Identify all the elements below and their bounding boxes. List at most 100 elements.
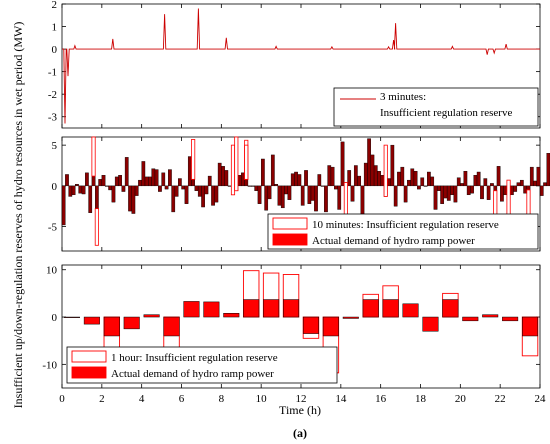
bar-10min [513, 185, 518, 192]
bar-10min [519, 179, 524, 187]
bar-10min [78, 185, 83, 194]
bar-10min [158, 185, 162, 192]
bar-10min [367, 138, 371, 187]
bar-1hour-actual [123, 316, 140, 330]
bar-10min [71, 185, 76, 196]
bar-1hour-actual [203, 301, 220, 318]
bar-10min [128, 185, 132, 212]
bar-10min [500, 185, 504, 202]
legend-box [333, 87, 539, 127]
bar-10min [403, 185, 408, 203]
bar-10min [88, 185, 93, 213]
x-tick-label: 4 [139, 393, 145, 405]
bar-10min [483, 178, 488, 187]
bar-10min [410, 168, 415, 187]
bar-10min [529, 166, 534, 187]
bar-10min [314, 185, 318, 212]
bar-10min [91, 175, 96, 187]
bar-10min [168, 169, 172, 187]
bar-10min [300, 185, 305, 206]
bar-10min [516, 182, 521, 187]
bar-10min [450, 185, 454, 196]
bar-10min [201, 185, 205, 208]
p2-y-tick-label: 0 [52, 181, 58, 193]
y-axis-label: Insufficient up/down-regulation reserves… [11, 22, 25, 409]
bar-10min-insufficient [383, 144, 388, 197]
p3-y-tick-label: 0 [52, 312, 58, 324]
bar-10min [81, 185, 86, 195]
bar-10min [164, 185, 169, 190]
bar-10min [217, 162, 222, 187]
bar-10min [423, 185, 428, 187]
bar-10min [104, 185, 109, 187]
bar-10min [144, 176, 149, 187]
x-tick-label: 20 [455, 393, 467, 405]
bar-10min [340, 141, 345, 187]
legend-1hour: 1 hour: Insufficient regulation reserve A… [66, 346, 338, 384]
bar-10min [184, 185, 189, 204]
p2-y-tick-label: 5 [52, 140, 58, 152]
bar-10min [277, 185, 282, 206]
series-line-3min [62, 8, 540, 124]
bar-10min [440, 185, 445, 204]
bar-10min [377, 170, 381, 187]
bar-1hour-actual [223, 313, 240, 318]
bar-1hour-actual [103, 316, 120, 337]
bar-10min-insufficient [234, 136, 239, 192]
bar-10min [214, 185, 219, 203]
bar-1hour-actual [283, 299, 300, 318]
bar-10min [307, 185, 312, 204]
bar-10min [287, 185, 292, 200]
bar-10min [466, 185, 471, 196]
bar-10min [330, 166, 335, 187]
bar-10min [480, 185, 484, 200]
legend-label-insufficient: 1 hour: Insufficient regulation reserve [111, 352, 278, 364]
bar-10min [280, 185, 285, 209]
bar-10min [536, 166, 541, 187]
x-tick-label: 24 [535, 393, 547, 405]
legend-swatch-insufficient [272, 217, 308, 230]
legend-box [66, 346, 338, 384]
bar-10min [470, 185, 474, 194]
bar-10min [546, 153, 550, 187]
x-tick-label: 12 [296, 393, 307, 405]
bar-10min [456, 177, 461, 187]
bar-1hour-actual [63, 316, 80, 318]
bar-10min-insufficient [244, 144, 249, 180]
bar-1hour-actual [243, 299, 260, 318]
bar-10min [237, 175, 242, 187]
bar-10min [161, 172, 166, 187]
bar-10min [363, 162, 368, 187]
bar-1hour-actual [302, 316, 319, 334]
bar-10min [171, 185, 176, 213]
bar-10min [261, 158, 265, 187]
bar-10min [270, 154, 275, 187]
figure-caption: (a) [293, 426, 307, 440]
bar-10min [61, 185, 66, 226]
bar-1hour-actual [502, 316, 519, 322]
bar-10min [400, 166, 405, 187]
bar-10min [264, 185, 269, 211]
bar-10min [430, 176, 435, 187]
bar-10min [350, 185, 355, 202]
panel-3min: -3 -2 -1 0 1 2 3 minutes: Insufficient regulati… [48, 0, 541, 129]
bar-1hour-actual [402, 303, 419, 318]
p1-y-tick-label: -1 [48, 67, 57, 79]
bar-10min [327, 165, 332, 187]
bar-10min [284, 185, 288, 195]
bar-10min [224, 170, 229, 187]
legend-label-line1: 3 minutes: [380, 91, 426, 103]
x-tick-label: 14 [335, 393, 347, 405]
bar-10min [453, 185, 458, 203]
bar-10min [304, 170, 308, 187]
bar-10min [141, 161, 146, 187]
p1-y-tick-label: 2 [52, 0, 58, 11]
bar-10min [523, 185, 528, 194]
bar-10min [476, 171, 481, 187]
bar-1hour-actual [422, 316, 439, 332]
x-tick-label: 8 [219, 393, 225, 405]
bar-10min [493, 185, 498, 191]
bar-10min [407, 179, 411, 187]
legend-swatch-insufficient [71, 350, 107, 363]
